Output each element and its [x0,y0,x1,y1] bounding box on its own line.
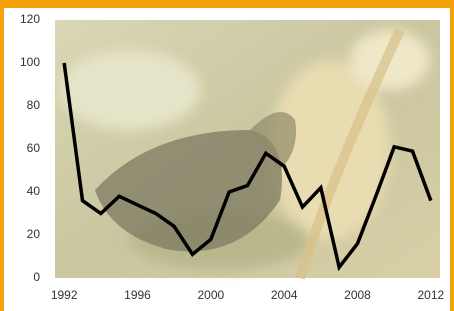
y-tick-label: 60 [27,141,41,155]
screenshot: 0 20 40 60 80 100 120 1992 1996 2000 2004 2008 2012 [0,0,454,311]
x-tick-label: 1996 [124,288,151,302]
x-tick-label: 1992 [51,288,78,302]
y-tick-label: 120 [20,12,40,26]
x-tick-label: 2008 [344,288,371,302]
x-tick-label: 2012 [417,288,444,302]
x-tick-label: 2004 [271,288,298,302]
y-tick-label: 40 [27,184,41,198]
chart: 0 20 40 60 80 100 120 1992 1996 2000 2004 2008 2012 [0,0,454,311]
y-tick-label: 20 [27,227,41,241]
y-tick-label: 0 [33,270,40,284]
x-tick-label: 2000 [197,288,224,302]
y-tick-label: 80 [27,98,41,112]
y-tick-label: 100 [20,55,40,69]
photo-background [55,20,440,278]
